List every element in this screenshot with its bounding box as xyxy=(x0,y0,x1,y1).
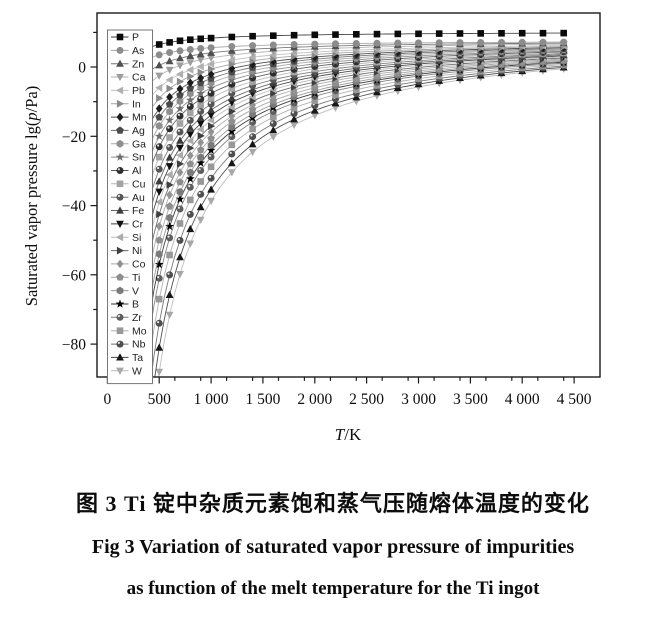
legend-item-Fe: Fe xyxy=(111,205,144,217)
legend-item-Sn: Sn xyxy=(111,152,145,164)
legend-label: Al xyxy=(132,165,141,177)
legend-label: Ta xyxy=(132,352,143,364)
tick-labels: 0 500 1 000 1 500 2 000 2 500 3 000 3 500 4 000 4… xyxy=(62,60,592,409)
x-tick-label: 2 500 xyxy=(349,391,384,408)
x-axis-label: T/K xyxy=(335,425,362,444)
x-tick-label: 1 000 xyxy=(194,391,229,408)
x-tick-label: 4 000 xyxy=(505,391,540,408)
legend-item-P: P xyxy=(111,32,139,44)
legend-label: Co xyxy=(132,259,146,271)
legend-item-Nb: Nb xyxy=(111,339,146,351)
legend-label: Nb xyxy=(132,339,146,351)
x-tick-label: 2 000 xyxy=(297,391,332,408)
vapor-pressure-chart: 0 500 1 000 1 500 2 000 2 500 3 000 3 500 4 000 4… xyxy=(22,12,601,444)
series-As xyxy=(135,38,568,68)
legend-item-Ti: Ti xyxy=(111,272,140,284)
legend-label: Si xyxy=(132,232,141,244)
caption-chinese: 图 3 Ti 锭中杂质元素饱和蒸气压随熔体温度的变化 xyxy=(76,491,590,516)
legend-label: Zr xyxy=(132,312,142,324)
legend-item-Pb: Pb xyxy=(111,85,145,97)
legend-item-Ga: Ga xyxy=(111,138,146,150)
legend-item-Si: Si xyxy=(111,232,141,244)
legend-box xyxy=(107,29,153,385)
x-tick-label: 500 xyxy=(148,391,172,408)
y-tick-label: 0 xyxy=(78,60,86,77)
legend-label: Mo xyxy=(132,325,147,337)
legend-item-Au: Au xyxy=(111,192,145,204)
caption-english-line2: as function of the melt temperature for … xyxy=(126,578,540,599)
x-tick-label: 1 500 xyxy=(245,391,280,408)
x-tick-label: 0 xyxy=(104,391,112,408)
caption-english-line1: Fig 3 Variation of saturated vapor press… xyxy=(91,536,575,558)
legend-item-In: In xyxy=(111,98,141,110)
legend-item-Mo: Mo xyxy=(111,325,147,337)
legend-label: Fe xyxy=(132,205,144,217)
legend-label: V xyxy=(132,285,139,297)
y-tick-label: −80 xyxy=(62,337,86,354)
x-tick-label: 4 500 xyxy=(557,391,592,408)
legend-item-Ta: Ta xyxy=(111,352,143,364)
legend-label: In xyxy=(132,98,141,110)
legend-item-Ni: Ni xyxy=(111,245,142,257)
y-tick-label: −60 xyxy=(62,267,86,284)
legend-label: Ca xyxy=(132,72,146,84)
y-tick-label: −40 xyxy=(62,198,86,215)
legend-label: Sn xyxy=(132,152,145,164)
legend-item-Mn: Mn xyxy=(111,112,147,124)
legend-label: Pb xyxy=(132,85,145,97)
legend-item-Zr: Zr xyxy=(111,312,142,324)
legend-item-Cr: Cr xyxy=(111,219,144,231)
legend-item-W: W xyxy=(111,365,142,377)
legend-item-B: B xyxy=(111,299,139,311)
legend-label: W xyxy=(132,365,142,377)
legend-label: Ni xyxy=(132,245,142,257)
plot-frame xyxy=(96,12,601,378)
series-curves xyxy=(134,29,569,377)
legend-label: P xyxy=(132,32,139,44)
legend-item-Ag: Ag xyxy=(111,125,145,137)
legend-label: Ga xyxy=(132,138,146,150)
y-axis-label: Saturated vapor pressure lg(p/Pa) xyxy=(22,86,41,306)
series-Mo xyxy=(145,61,567,377)
legend-label: Cr xyxy=(132,219,144,231)
legend-item-Cu: Cu xyxy=(111,178,146,190)
legend-item-Ca: Ca xyxy=(111,72,146,84)
x-tick-label: 3 000 xyxy=(401,391,436,408)
legend-item-Zn: Zn xyxy=(111,58,144,70)
series-V xyxy=(140,57,568,377)
legend-label: Zn xyxy=(132,58,144,70)
x-tick-label: 3 500 xyxy=(453,391,488,408)
legend-label: Ti xyxy=(132,272,140,284)
legend-item-Al: Al xyxy=(111,165,141,177)
legend-label: As xyxy=(132,45,144,57)
legend-label: Au xyxy=(132,192,145,204)
legend-label: Cu xyxy=(132,178,146,190)
legend-item-V: V xyxy=(111,285,139,297)
legend-item-As: As xyxy=(111,45,144,57)
y-tick-label: −20 xyxy=(62,129,86,146)
legend-item-Co: Co xyxy=(111,259,146,271)
legend-label: B xyxy=(132,299,139,311)
legend-label: Mn xyxy=(132,112,147,124)
series-In xyxy=(135,42,568,141)
legend-label: Ag xyxy=(132,125,145,137)
